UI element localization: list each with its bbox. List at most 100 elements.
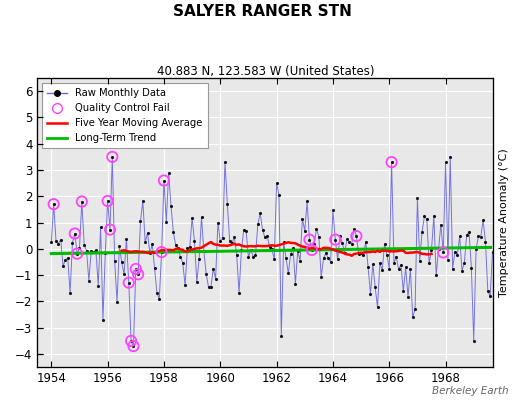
Point <box>94 283 103 289</box>
Point <box>439 249 447 256</box>
Point <box>71 230 79 237</box>
Point <box>308 247 316 253</box>
Point <box>171 242 180 248</box>
Point <box>136 218 145 224</box>
Point <box>368 261 377 268</box>
Point <box>75 245 84 252</box>
Point <box>111 258 119 264</box>
Point <box>380 241 389 247</box>
Point <box>268 246 276 252</box>
Point <box>117 259 126 266</box>
Point <box>458 268 466 274</box>
Point <box>59 263 67 270</box>
Point <box>371 284 379 290</box>
Point <box>470 338 478 344</box>
Point <box>289 245 297 251</box>
Point <box>451 248 459 255</box>
Point <box>125 280 133 286</box>
Point <box>244 254 253 260</box>
Point <box>225 238 234 244</box>
Title: 40.883 N, 123.583 W (United States): 40.883 N, 123.583 W (United States) <box>157 65 374 78</box>
Point <box>387 159 396 165</box>
Point <box>85 278 93 284</box>
Point <box>333 256 342 262</box>
Point <box>404 294 412 300</box>
Point <box>49 201 58 207</box>
Point <box>490 254 499 261</box>
Point <box>193 279 201 285</box>
Y-axis label: Temperature Anomaly (°C): Temperature Anomaly (°C) <box>499 148 509 297</box>
Point <box>54 240 62 247</box>
Point <box>228 240 236 246</box>
Point <box>57 236 65 243</box>
Point <box>155 296 163 302</box>
Point <box>385 266 394 272</box>
Point <box>355 251 363 258</box>
Point <box>47 239 56 246</box>
Point <box>270 256 278 262</box>
Point <box>176 254 184 260</box>
Point <box>488 249 497 256</box>
Point <box>141 239 149 246</box>
Point <box>455 233 464 240</box>
Point <box>247 246 255 253</box>
Point <box>357 249 365 256</box>
Point <box>416 257 424 264</box>
Point <box>132 266 140 272</box>
Point <box>406 266 414 273</box>
Point <box>495 230 504 236</box>
Point <box>120 271 128 278</box>
Point <box>148 241 157 247</box>
Point <box>223 200 232 207</box>
Point <box>211 276 220 282</box>
Point <box>472 246 481 252</box>
Point <box>195 256 203 262</box>
Point <box>397 262 405 268</box>
Point <box>312 226 321 232</box>
Point <box>310 240 319 247</box>
Point <box>115 243 124 250</box>
Point <box>265 244 274 250</box>
Point <box>343 236 351 242</box>
Point <box>326 258 335 265</box>
Point <box>411 306 419 312</box>
Point <box>296 258 304 264</box>
Point <box>108 154 116 160</box>
Point <box>413 195 422 202</box>
Point <box>160 177 168 184</box>
Point <box>314 233 323 240</box>
Point <box>395 266 403 273</box>
Point <box>467 265 476 271</box>
Point <box>129 343 138 349</box>
Point <box>317 274 325 280</box>
Point <box>352 233 361 239</box>
Point <box>449 266 457 272</box>
Point <box>216 238 224 244</box>
Point <box>439 249 447 256</box>
Point <box>99 317 107 323</box>
Point <box>477 233 485 240</box>
Point <box>101 250 110 256</box>
Point <box>336 233 344 240</box>
Point <box>322 250 330 256</box>
Point <box>301 228 309 234</box>
Point <box>103 198 112 204</box>
Point <box>52 238 60 244</box>
Point <box>319 255 328 261</box>
Point <box>366 290 375 297</box>
Point <box>254 221 262 228</box>
Point <box>200 248 208 254</box>
Point <box>219 235 227 242</box>
Point <box>202 270 211 277</box>
Point <box>444 257 452 264</box>
Point <box>258 226 267 233</box>
Legend: Raw Monthly Data, Quality Control Fail, Five Year Moving Average, Long-Term Tren: Raw Monthly Data, Quality Control Fail, … <box>42 83 208 148</box>
Point <box>242 228 250 234</box>
Point <box>474 233 483 239</box>
Point <box>427 247 435 253</box>
Point <box>190 238 199 244</box>
Point <box>71 230 79 237</box>
Point <box>61 256 70 263</box>
Point <box>68 240 77 246</box>
Point <box>303 198 311 205</box>
